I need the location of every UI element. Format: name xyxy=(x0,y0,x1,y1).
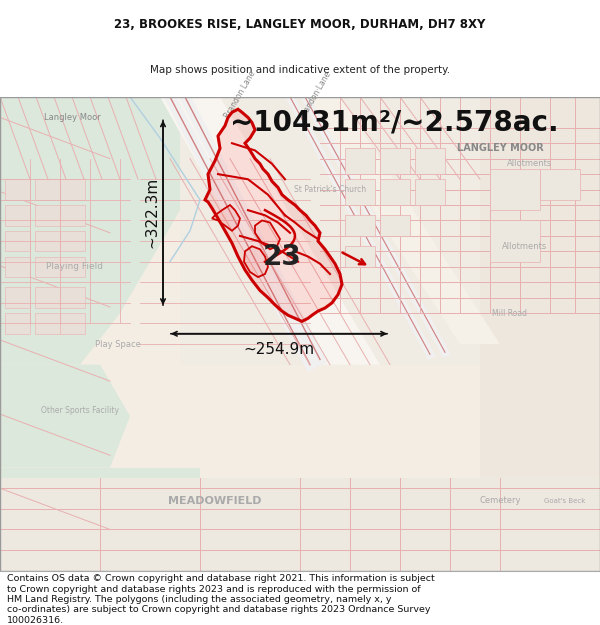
Bar xyxy=(5,313,30,334)
Bar xyxy=(540,169,580,200)
Bar xyxy=(5,288,30,308)
Text: St Patrick's Church: St Patrick's Church xyxy=(294,185,366,194)
Polygon shape xyxy=(160,97,380,364)
Bar xyxy=(35,179,60,200)
Polygon shape xyxy=(255,221,280,249)
Text: MEADOWFIELD: MEADOWFIELD xyxy=(168,496,262,506)
Text: ~322.3m: ~322.3m xyxy=(144,177,159,248)
Bar xyxy=(60,313,85,334)
Text: ~254.9m: ~254.9m xyxy=(244,342,314,357)
Text: to Crown copyright and database rights 2023 and is reproduced with the permissio: to Crown copyright and database rights 2… xyxy=(7,585,421,594)
Bar xyxy=(5,179,30,200)
Bar xyxy=(490,169,540,210)
Bar xyxy=(5,205,30,226)
Polygon shape xyxy=(244,246,268,277)
Text: ~10431m²/~2.578ac.: ~10431m²/~2.578ac. xyxy=(230,109,559,137)
Bar xyxy=(60,231,85,251)
Text: Mill Road: Mill Road xyxy=(493,309,527,318)
Bar xyxy=(60,288,85,308)
Polygon shape xyxy=(0,97,200,364)
Bar xyxy=(480,97,600,571)
Polygon shape xyxy=(212,205,240,231)
Text: Langley Moor: Langley Moor xyxy=(44,113,100,122)
Text: Playing Field: Playing Field xyxy=(47,262,104,271)
Bar xyxy=(35,313,60,334)
Text: HM Land Registry. The polygons (including the associated geometry, namely x, y: HM Land Registry. The polygons (includin… xyxy=(7,595,392,604)
Polygon shape xyxy=(300,97,500,344)
Bar xyxy=(35,231,60,251)
Bar xyxy=(60,256,85,277)
Bar xyxy=(380,148,410,174)
Bar xyxy=(380,215,410,236)
Bar xyxy=(0,478,600,571)
Bar xyxy=(180,97,600,364)
Bar xyxy=(345,246,375,267)
Polygon shape xyxy=(0,364,130,468)
Bar xyxy=(345,179,375,205)
Bar xyxy=(490,221,540,262)
Text: Play Space: Play Space xyxy=(95,339,141,349)
Bar xyxy=(60,179,85,200)
Text: Brandon Lane: Brandon Lane xyxy=(223,69,257,120)
Bar xyxy=(35,256,60,277)
Text: LANGLEY MOOR: LANGLEY MOOR xyxy=(457,143,544,153)
Bar xyxy=(415,148,445,174)
Text: Brandon·Lane: Brandon·Lane xyxy=(298,69,332,120)
Text: Map shows position and indicative extent of the property.: Map shows position and indicative extent… xyxy=(150,65,450,75)
Text: Cemetery: Cemetery xyxy=(479,496,521,505)
Bar xyxy=(415,179,445,205)
Text: Allotments: Allotments xyxy=(508,159,553,168)
Bar xyxy=(380,179,410,205)
Text: 23: 23 xyxy=(263,242,301,271)
Bar xyxy=(35,288,60,308)
Bar xyxy=(345,215,375,236)
Bar xyxy=(60,205,85,226)
Bar xyxy=(0,468,200,571)
Polygon shape xyxy=(205,109,342,321)
Bar xyxy=(345,148,375,174)
Text: 23, BROOKES RISE, LANGLEY MOOR, DURHAM, DH7 8XY: 23, BROOKES RISE, LANGLEY MOOR, DURHAM, … xyxy=(115,18,485,31)
Text: Contains OS data © Crown copyright and database right 2021. This information is : Contains OS data © Crown copyright and d… xyxy=(7,574,435,583)
Bar xyxy=(35,205,60,226)
Text: Goat's Beck: Goat's Beck xyxy=(544,498,586,504)
Text: co-ordinates) are subject to Crown copyright and database rights 2023 Ordnance S: co-ordinates) are subject to Crown copyr… xyxy=(7,606,431,614)
Bar xyxy=(5,231,30,251)
Text: 100026316.: 100026316. xyxy=(7,616,64,625)
Text: Allotments: Allotments xyxy=(502,242,548,251)
Bar xyxy=(5,256,30,277)
Text: Other Sports Facility: Other Sports Facility xyxy=(41,406,119,416)
